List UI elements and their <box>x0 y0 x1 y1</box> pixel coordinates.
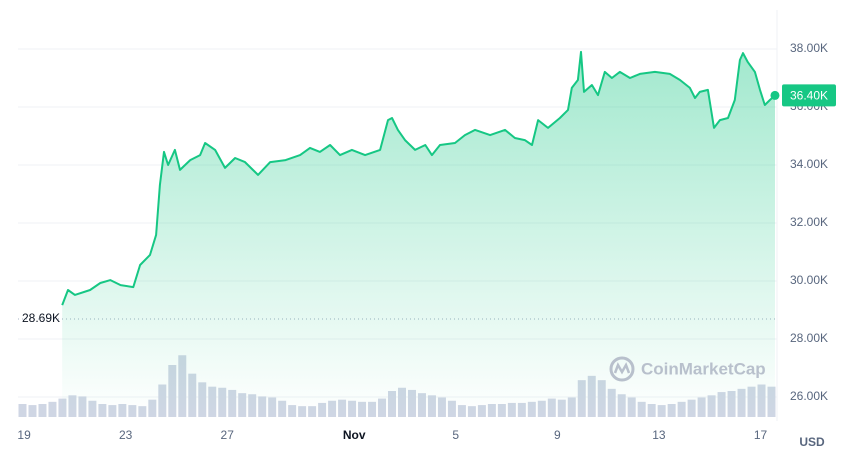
x-tick-label: Nov <box>343 428 366 442</box>
y-tick-label: 30.00K <box>790 273 828 287</box>
volume-bar <box>48 401 57 417</box>
y-tick-label: 34.00K <box>790 157 828 171</box>
last-price-dot <box>770 90 780 100</box>
x-tick-label: 5 <box>452 428 459 442</box>
y-tick-label: 32.00K <box>790 215 828 229</box>
y-tick-label: 28.00K <box>790 331 828 345</box>
currency-label: USD <box>799 435 825 449</box>
y-tick-label: 38.00K <box>790 41 828 55</box>
x-tick-label: 13 <box>652 428 666 442</box>
last-price-box <box>782 84 836 107</box>
reference-label: 28.69K <box>22 311 60 325</box>
watermark-logo <box>609 356 635 382</box>
plot: 26.00K28.00K30.00K32.00K34.00K36.00K38.0… <box>17 10 836 442</box>
x-tick-label: 19 <box>17 428 31 442</box>
volume-bar <box>28 405 37 417</box>
x-tick-label: 17 <box>754 428 768 442</box>
volume-bar <box>18 404 27 417</box>
watermark-text: CoinMarketCap <box>641 359 766 378</box>
x-tick-label: 23 <box>119 428 133 442</box>
last-price-label: 36.40K <box>790 89 828 103</box>
price-area <box>62 51 775 418</box>
volume-bar <box>38 404 47 417</box>
watermark: CoinMarketCap <box>609 356 766 382</box>
y-tick-label: 26.00K <box>790 389 828 403</box>
watermark-logo-mark <box>613 362 631 375</box>
x-tick-label: 9 <box>554 428 561 442</box>
price-line <box>61 50 776 306</box>
x-tick-label: 27 <box>221 428 235 442</box>
